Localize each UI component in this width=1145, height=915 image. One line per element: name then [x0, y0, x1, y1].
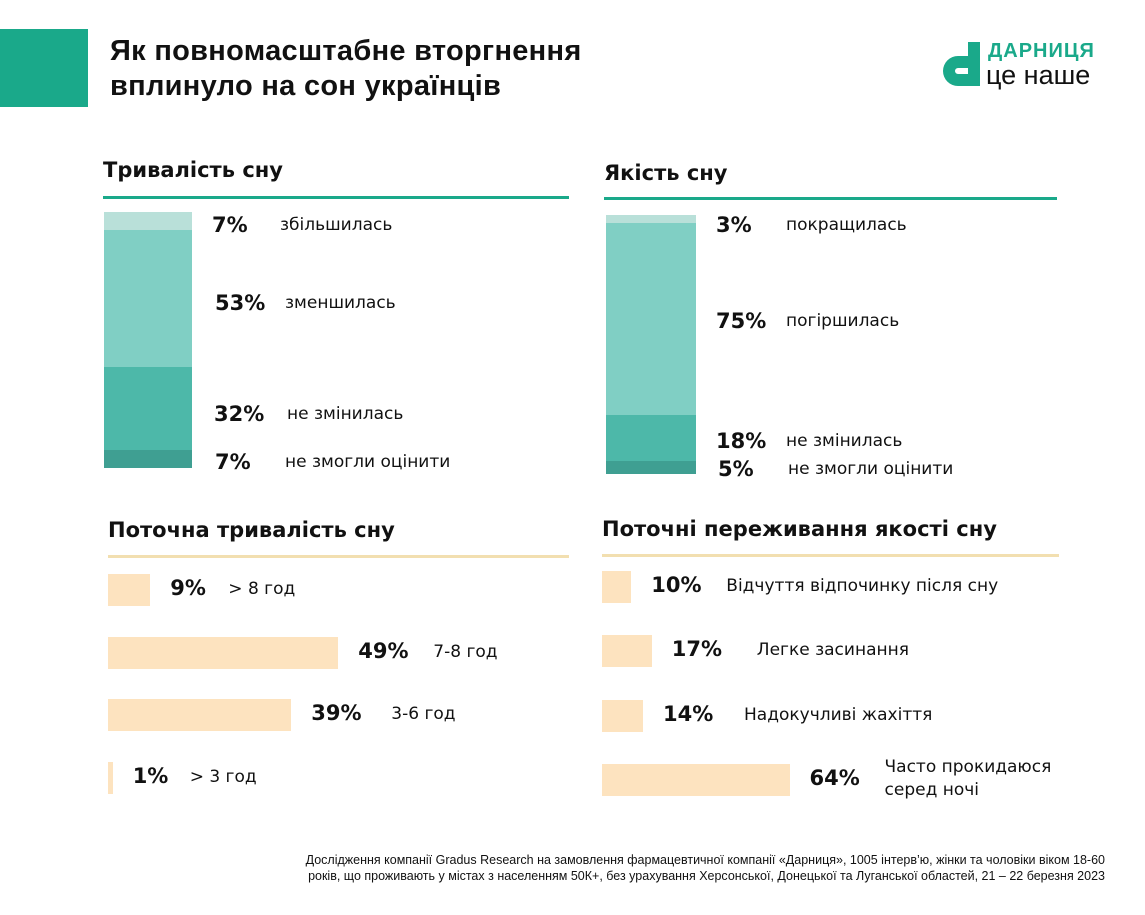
bar-label: > 8 год — [228, 579, 296, 599]
bar-value: 49% — [358, 639, 409, 663]
bar-label: Легке засинання — [756, 640, 909, 660]
footnote-line-1: Дослідження компанії Gradus Research на … — [305, 853, 1105, 867]
divider — [103, 196, 569, 199]
bar-label: Часто прокидаюся серед ночі — [884, 757, 1052, 800]
bar-value: 1% — [132, 764, 169, 788]
divider — [602, 554, 1059, 557]
title-line-1: Як повномасштабне вторгнення — [110, 35, 582, 67]
bar — [108, 574, 151, 606]
segment-value: 32% — [214, 402, 265, 426]
section-title-duration: Тривалість сну — [103, 158, 283, 182]
stack-segment-1 — [104, 212, 192, 231]
title-line-2: вплинуло на сон українців — [110, 70, 502, 102]
segment-label: зменшилась — [285, 293, 396, 313]
bar — [108, 637, 339, 669]
segment-value: 5% — [718, 457, 754, 481]
segment-label: не змогли оцінити — [285, 452, 451, 472]
bar-value: 14% — [663, 702, 714, 726]
logo-line-2: це наше — [986, 60, 1091, 90]
stack-segment-4 — [104, 449, 192, 468]
bar — [602, 700, 644, 732]
bar-value: 39% — [311, 701, 362, 725]
segment-value: 75% — [716, 309, 767, 333]
footnote-line-2: років, що проживають у містах з населенн… — [308, 869, 1105, 883]
bar-value: 9% — [170, 576, 206, 600]
accent-square — [0, 29, 88, 107]
segment-value: 18% — [716, 429, 767, 453]
stack-segment-1 — [606, 215, 696, 223]
bar — [602, 571, 632, 603]
section-title-current-duration: Поточна тривалість сну — [108, 518, 395, 542]
stack-segment-2 — [606, 222, 696, 415]
logo-line-1: ДАРНИЦЯ — [988, 40, 1095, 62]
bar-label: 7-8 год — [433, 642, 498, 662]
stack-segment-3 — [104, 367, 192, 450]
bar — [602, 635, 652, 667]
segment-value: 7% — [215, 450, 251, 474]
segment-label: не змінилась — [287, 404, 404, 424]
bar — [108, 699, 292, 731]
footnote: Дослідження компанії Gradus Research на … — [306, 852, 1105, 884]
segment-value: 53% — [215, 291, 266, 315]
segment-label: збільшилась — [280, 215, 393, 235]
bar — [108, 762, 113, 794]
bar-value: 64% — [809, 766, 860, 790]
bar-label: > 3 год — [189, 767, 257, 787]
bar-label: Відчуття відпочинку після сну — [726, 576, 999, 596]
segment-label: погіршилась — [786, 311, 900, 331]
logo-mark-icon — [943, 42, 980, 86]
page-title: Як повномасштабне вторгнення вплинуло на… — [110, 34, 582, 104]
bar — [602, 764, 790, 796]
segment-value: 7% — [212, 213, 248, 237]
bar-value: 17% — [671, 637, 723, 661]
segment-label: покращилась — [786, 215, 907, 235]
divider — [108, 555, 569, 558]
bar-value: 10% — [651, 573, 702, 597]
bar-label: Надокучливі жахіття — [744, 705, 933, 725]
bar-label: 3-6 год — [391, 704, 456, 724]
stack-segment-2 — [104, 230, 192, 368]
segment-label: не змінилась — [786, 431, 903, 451]
section-title-quality: Якість сну — [604, 161, 728, 185]
segment-label: не змогли оцінити — [788, 459, 954, 479]
segment-value: 3% — [716, 213, 752, 237]
stack-segment-3 — [606, 415, 696, 462]
stack-segment-4 — [606, 461, 696, 474]
section-title-current-quality: Поточні переживання якості сну — [602, 517, 997, 541]
darnytsia-logo: ДАРНИЦЯ це наше — [940, 40, 1120, 90]
divider — [604, 197, 1057, 200]
